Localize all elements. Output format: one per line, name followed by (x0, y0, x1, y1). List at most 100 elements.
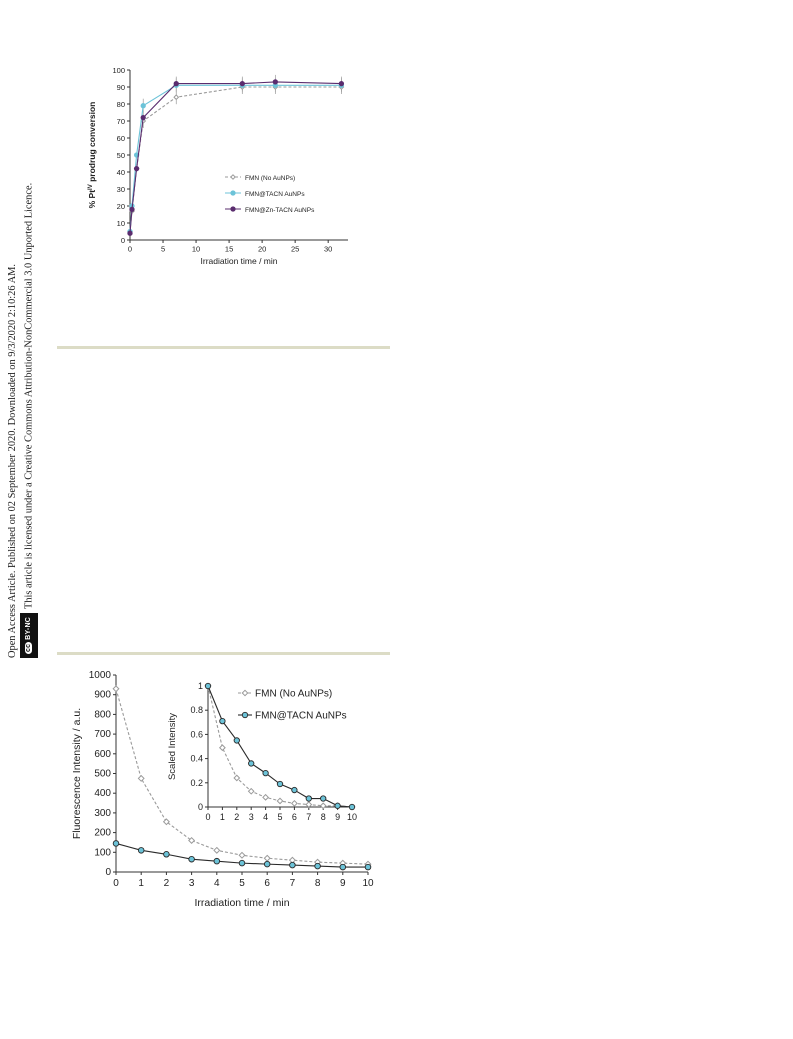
c2-data-point (188, 836, 196, 844)
c1-legend-label: FMN@Zn-TACN AuNPs (245, 207, 315, 214)
c2-y-tick-label: 600 (94, 749, 111, 760)
c2-data-point (289, 861, 296, 869)
inset-series-0 (204, 682, 356, 811)
c2-data-point (238, 851, 246, 859)
inset-series-line (207, 685, 353, 808)
c2-data-point (188, 855, 195, 863)
inset-data-point (319, 802, 327, 810)
c1-data-point (173, 94, 180, 101)
c1-y-axis-label-main: % Pt (87, 190, 97, 209)
c1-x-axis-label: Irradiation time / min (201, 256, 278, 266)
cc-by-nc-badge[interactable]: ccBY-NC (20, 613, 38, 658)
licence-line-2: ccBY-NC This article is licensed under a … (20, 118, 38, 658)
inset-data-point (262, 793, 270, 801)
inset-x-tick-label: 0 (205, 812, 210, 822)
c2-data-point (213, 857, 221, 865)
c1-series-2 (127, 79, 345, 236)
c1-data-point (173, 80, 179, 87)
c1-y-tick-label: 50 (117, 151, 125, 160)
c2-data-point (112, 840, 120, 847)
c2-y-tick-label: 800 (94, 709, 111, 720)
c2-x-tick-label: 1 (138, 878, 144, 889)
inset-legend: FMN (No AuNPs) FMN@TACN AuNPs (238, 689, 347, 722)
c2-data-point (137, 847, 145, 854)
c1-y-tick-label: 70 (117, 117, 125, 126)
divider-top (57, 346, 390, 349)
inset-x-tick-label: 5 (277, 812, 282, 822)
c2-x-tick-label: 4 (214, 878, 220, 889)
c2-x-tick-label: 8 (315, 878, 321, 889)
c1-y-tick-label: 40 (117, 168, 125, 177)
c1-y-tick-label: 80 (117, 100, 125, 109)
c2-x-tick-label: 10 (362, 878, 374, 889)
c2-y-tick-label: 300 (94, 808, 111, 819)
inset-data-point (320, 795, 327, 802)
inset-x-tick-label: 8 (321, 812, 326, 822)
inset-legend-label: FMN (No AuNPs) (255, 689, 332, 700)
inset-data-point (276, 780, 284, 788)
c2-data-point (162, 818, 170, 826)
c1-y-tick-label: 60 (117, 134, 125, 143)
inset-x-tick-label: 9 (335, 812, 340, 822)
inset-data-point (248, 760, 255, 767)
inset-data-point (276, 797, 284, 805)
inset-y-axis-label: Scaled Intensity (167, 713, 178, 780)
c1-data-point (272, 79, 278, 85)
inset-x-tick-label: 10 (347, 812, 357, 822)
inset-y-tick-label: 0.6 (190, 729, 203, 739)
c1-data-point (129, 206, 135, 213)
c2-x-tick-label: 9 (340, 878, 346, 889)
c2-x-tick-label: 0 (113, 878, 119, 889)
c2-data-point (339, 863, 347, 871)
inset-data-point (218, 744, 226, 752)
inset-legend-label: FMN@TACN AuNPs (255, 711, 347, 722)
c2-data-point (263, 860, 271, 868)
inset-data-point (233, 774, 241, 782)
c2-y-tick-label: 400 (94, 788, 111, 799)
c1-x-tick-label: 25 (291, 245, 299, 254)
c2-y-tick-label: 900 (94, 690, 111, 701)
c2-y-tick-label: 100 (94, 847, 111, 858)
c1-data-point (140, 103, 146, 109)
inset-data-point (290, 799, 298, 807)
c1-data-point (133, 165, 140, 172)
c1-y-tick-label: 90 (117, 83, 125, 92)
c1-legend-label: FMN (No AuNPs) (245, 175, 295, 182)
c2-data-point (213, 846, 221, 854)
c1-y-tick-label: 20 (117, 202, 125, 211)
inset-series-line (207, 685, 353, 808)
licence-line-1: Open Access Article. Published on 02 Sep… (7, 264, 18, 658)
inset-x-tick-label: 3 (249, 812, 254, 822)
c1-x-tick-label: 0 (128, 245, 132, 254)
inset-x-tick-label: 6 (292, 812, 297, 822)
c2-data-point (112, 685, 120, 693)
inset-data-point (305, 801, 313, 808)
inset-x-tick-label: 1 (220, 812, 225, 822)
licence-sidebar: Open Access Article. Published on 02 Sep… (6, 118, 38, 658)
inset-y-tick-label: 0 (198, 802, 203, 812)
c1-x-tick-label: 30 (324, 245, 332, 254)
inset-series-1 (204, 682, 356, 811)
c1-legend-marker (230, 190, 236, 196)
inset-data-point (334, 802, 341, 809)
c2-data-point (263, 854, 271, 862)
licence-line-2-text: This article is licensed under a Creativ… (23, 182, 35, 610)
inset-data-point (247, 787, 255, 795)
c1-y-tick-label: 10 (117, 219, 125, 228)
inset-data-point (291, 786, 298, 794)
c2-data-point (238, 859, 246, 867)
inset-y-tick-label: 1 (198, 681, 203, 691)
c2-data-point (163, 851, 170, 858)
c1-legend-marker (230, 206, 236, 212)
c2-y-tick-label: 500 (94, 769, 111, 780)
c2-data-point (314, 862, 321, 870)
c2-x-tick-label: 5 (239, 878, 245, 889)
inset-y-tick-label: 0.2 (190, 778, 203, 788)
c1-x-tick-label: 10 (192, 245, 200, 254)
c2-data-point (137, 774, 145, 782)
c1-x-tick-label: 20 (258, 245, 266, 254)
prodrug-conversion-chart: 0 10 20 30 40 50 60 70 80 90 100 0 5 10 15 20 25 30 Irradi… (87, 66, 348, 266)
c1-legend-label: FMN@TACN AuNPs (245, 191, 305, 198)
c1-x-tick-label: 15 (225, 245, 233, 254)
